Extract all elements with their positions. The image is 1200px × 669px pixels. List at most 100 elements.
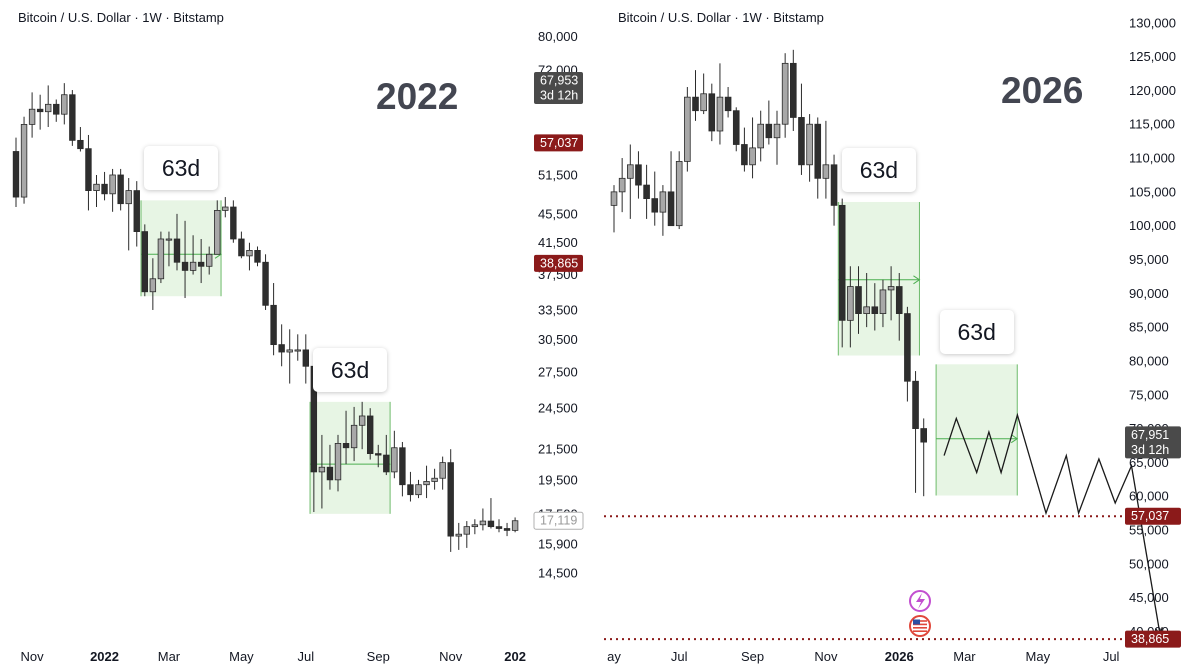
x-axis-tick-label: ay <box>607 649 621 664</box>
candle-body <box>423 481 430 486</box>
candle <box>294 334 301 361</box>
candle <box>684 87 691 172</box>
price-badge-text: 67,951 <box>1131 428 1169 442</box>
candle <box>278 324 285 367</box>
candle <box>863 273 870 328</box>
y-axis-tick-label: 130,000 <box>1129 15 1176 30</box>
candle-body <box>511 520 519 531</box>
candle-body <box>286 349 293 353</box>
candle-body <box>53 103 60 115</box>
candle <box>399 441 406 497</box>
candle-body <box>479 520 487 526</box>
candle-body <box>109 174 116 195</box>
us-flag-event-icon <box>909 615 931 637</box>
price-badge-background <box>534 134 583 152</box>
candle-body <box>45 103 52 113</box>
date-range-arrowhead <box>913 275 921 285</box>
candle <box>495 519 503 533</box>
candle <box>511 517 519 533</box>
candle <box>342 410 350 465</box>
candle-body <box>69 94 76 141</box>
candle-body <box>77 139 84 150</box>
candle-body <box>773 123 781 139</box>
candle-body <box>85 148 92 191</box>
chart-canvas[interactable]: 80,00072,00051,50045,50041,50037,50033,5… <box>0 0 590 669</box>
candle-body <box>318 466 326 473</box>
candle-body <box>463 526 470 535</box>
candle-body <box>439 462 446 479</box>
year-label: 2022 <box>376 76 459 117</box>
y-axis-tick-label: 65,000 <box>1129 455 1169 470</box>
candle <box>814 117 822 199</box>
y-axis-tick-label: 15,900 <box>538 536 578 551</box>
candle <box>920 418 927 497</box>
symbol-header: Bitcoin / U.S. Dollar · 1W · Bitstamp <box>618 10 824 25</box>
candle <box>205 246 213 275</box>
chart-canvas[interactable]: 130,000 125,000 120,000 115,000 110,000 105,0… <box>604 0 1200 669</box>
candle-body <box>342 443 350 449</box>
candle <box>391 430 398 479</box>
candle-body <box>230 206 237 240</box>
candle <box>724 87 732 118</box>
candle-body <box>117 174 124 205</box>
candle <box>286 329 293 384</box>
candle <box>214 200 221 255</box>
lightning-bolt-icon <box>916 593 925 609</box>
price-badge: 57,037 <box>534 134 583 152</box>
candle <box>302 334 309 384</box>
y-axis-tick-label: 55,000 <box>1129 523 1169 538</box>
y-axis-tick-label: 51,500 <box>538 167 578 182</box>
candle <box>12 137 20 208</box>
chart-panel-2026[interactable]: Bitcoin / U.S. Dollar · 1W · Bitstamp 20… <box>604 0 1200 669</box>
y-axis-tick-label: 120,000 <box>1129 83 1176 98</box>
y-axis-tick-label: 90,000 <box>1129 286 1169 301</box>
candle-body <box>700 93 707 112</box>
price-badge-background <box>1125 507 1181 525</box>
candle-body <box>912 380 919 429</box>
candle-body <box>675 161 683 227</box>
candle <box>732 107 740 152</box>
candle-body <box>708 93 716 132</box>
candle <box>879 279 887 328</box>
projection-path <box>943 412 1161 636</box>
date-range-box <box>936 364 1018 496</box>
x-axis-tick-label: Nov <box>439 649 463 664</box>
candle-body <box>684 96 691 162</box>
x-axis-tick-label: May <box>1026 649 1051 664</box>
candle-body <box>61 94 68 115</box>
candle <box>479 508 487 531</box>
candle-body <box>863 306 870 314</box>
candle <box>610 185 618 233</box>
candle <box>692 70 699 121</box>
candle <box>871 283 879 331</box>
y-axis-tick-label: 80,000 <box>1129 353 1169 368</box>
candle-body <box>205 253 213 267</box>
x-axis-tick-label: Nov <box>21 649 45 664</box>
chart-panel-2022[interactable]: Bitcoin / U.S. Dollar · 1W · Bitstamp 20… <box>0 0 590 669</box>
y-axis-tick-label: 60,000 <box>1129 489 1169 504</box>
year-label: 2026 <box>1001 70 1084 111</box>
candle <box>643 164 650 219</box>
candle-body <box>278 344 285 353</box>
candle-body <box>781 62 789 125</box>
candle-body <box>157 238 165 280</box>
y-axis-tick-label: 41,500 <box>538 235 578 250</box>
candle-body <box>806 123 813 166</box>
candle-body <box>879 289 887 314</box>
candle-body <box>350 424 358 449</box>
candle-body <box>651 198 659 213</box>
candle <box>318 434 326 509</box>
candle <box>503 522 511 537</box>
y-axis-tick-label: 45,500 <box>538 206 578 221</box>
candle-body <box>383 454 390 473</box>
candle-body <box>716 96 724 132</box>
candle-body <box>238 238 245 257</box>
candle <box>375 444 382 468</box>
candle-body <box>724 96 732 112</box>
candle <box>887 266 895 321</box>
candle <box>61 83 68 125</box>
price-badge: 38,865 <box>534 254 583 272</box>
price-badge-background <box>533 511 584 530</box>
y-axis-tick-label: 30,500 <box>538 332 578 347</box>
candle-body <box>487 520 495 528</box>
